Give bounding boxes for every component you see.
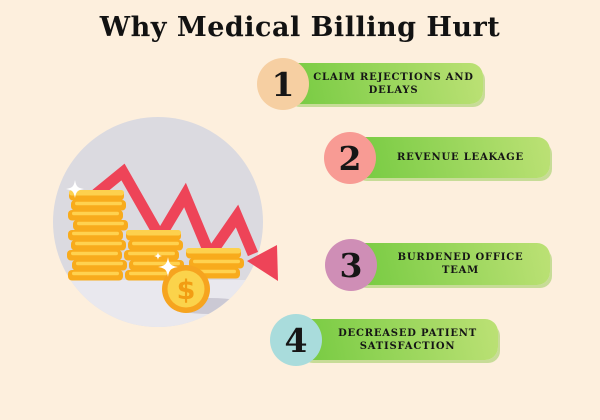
- coin-stack-left-icon: [67, 190, 128, 281]
- item-bar: CLAIM REJECTIONS AND DELAYS: [284, 63, 483, 104]
- item-number-badge: 1: [257, 58, 309, 110]
- item-label: CLAIM REJECTIONS AND DELAYS: [313, 71, 474, 96]
- item-label: BURDENED OFFICE TEAM: [397, 252, 524, 276]
- item-bar: BURDENED OFFICE TEAM: [351, 243, 550, 285]
- item-number-badge: 2: [324, 132, 376, 184]
- falling-revenue-illustration: $: [30, 105, 300, 345]
- item-bar: REVENUE LEAKAGE: [351, 137, 550, 178]
- dollar-coin-icon: $: [162, 265, 210, 313]
- item-label: REVENUE LEAKAGE: [397, 152, 524, 163]
- page-title: Why Medical Billing Hurt: [99, 12, 501, 43]
- item-bar: DECREASED PATIENT SATISFACTION: [297, 319, 498, 360]
- dollar-sign: $: [177, 275, 196, 306]
- falling-revenue-svg: $: [53, 117, 278, 327]
- item-label: DECREASED PATIENT SATISFACTION: [338, 327, 477, 352]
- item-number-badge: 3: [325, 239, 377, 291]
- declining-arrow-icon: [92, 163, 278, 281]
- item-number-badge: 4: [270, 314, 322, 366]
